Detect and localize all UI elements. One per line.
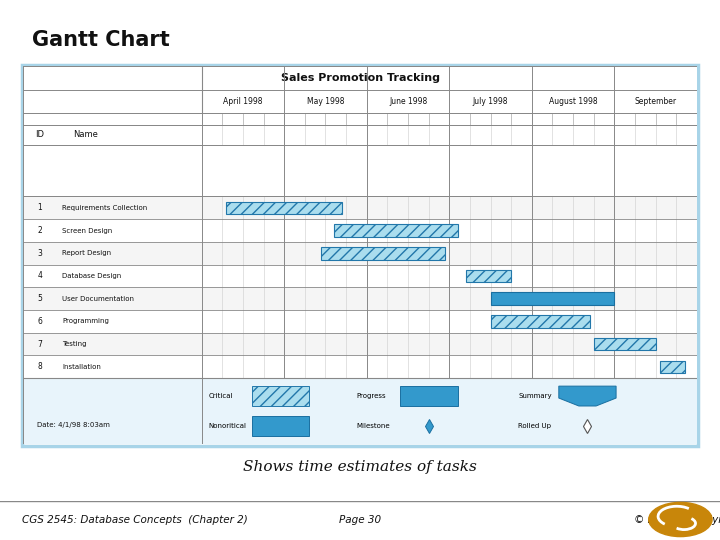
Text: Milestone: Milestone [356, 423, 390, 429]
Text: ID: ID [35, 131, 45, 139]
Text: 6: 6 [37, 317, 42, 326]
Text: Sales Promotion Tracking: Sales Promotion Tracking [281, 73, 439, 83]
Text: Installation: Installation [63, 364, 102, 370]
Text: Name: Name [73, 131, 98, 139]
Text: Screen Design: Screen Design [63, 227, 112, 233]
Text: Summary: Summary [518, 393, 552, 399]
Text: 8: 8 [37, 362, 42, 372]
Bar [252, 386, 310, 406]
Text: Page 30: Page 30 [339, 515, 381, 525]
Text: © Mark Liewellyn: © Mark Liewellyn [634, 515, 720, 525]
Text: Nonoritical: Nonoritical [208, 423, 246, 429]
Text: Requirements Collection: Requirements Collection [63, 205, 148, 211]
Bar [23, 310, 697, 333]
Bar [490, 293, 614, 305]
Bar [23, 265, 697, 287]
Text: 5: 5 [37, 294, 42, 303]
Bar [23, 219, 697, 242]
Text: Progress: Progress [356, 393, 386, 399]
Text: Shows time estimates of tasks: Shows time estimates of tasks [243, 460, 477, 474]
Bar [23, 333, 697, 355]
Text: Programming: Programming [63, 319, 109, 325]
Bar [23, 355, 697, 378]
Bar [23, 113, 697, 125]
Text: September: September [634, 97, 677, 106]
Bar [23, 91, 697, 113]
Ellipse shape [649, 502, 712, 537]
Text: 1: 1 [37, 204, 42, 212]
Text: CGS 2545: Database Concepts  (Chapter 2): CGS 2545: Database Concepts (Chapter 2) [22, 515, 248, 525]
Bar [594, 338, 656, 350]
Text: 3: 3 [37, 249, 42, 258]
Text: Rolled Up: Rolled Up [518, 423, 552, 429]
Text: User Documentation: User Documentation [63, 296, 135, 302]
Bar [23, 378, 697, 444]
Text: May 1998: May 1998 [307, 97, 344, 106]
Bar [23, 145, 697, 197]
Bar [490, 315, 590, 328]
Bar [226, 201, 342, 214]
Text: 2: 2 [37, 226, 42, 235]
Bar [660, 361, 685, 373]
Bar [23, 242, 697, 265]
Bar [23, 197, 697, 219]
Text: Database Design: Database Design [63, 273, 122, 279]
Text: August 1998: August 1998 [549, 97, 598, 106]
Bar [321, 247, 445, 260]
Bar [252, 416, 310, 436]
Text: Testing: Testing [63, 341, 87, 347]
Bar [23, 287, 697, 310]
Text: 7: 7 [37, 340, 42, 349]
Polygon shape [559, 386, 616, 406]
Bar [400, 386, 458, 406]
Text: Critical: Critical [208, 393, 233, 399]
Bar [333, 224, 457, 237]
Bar [466, 269, 511, 282]
Text: Gantt Chart: Gantt Chart [32, 30, 170, 50]
Text: Date: 4/1/98 8:03am: Date: 4/1/98 8:03am [37, 422, 109, 428]
Text: Report Design: Report Design [63, 250, 112, 256]
Text: July 1998: July 1998 [473, 97, 508, 106]
Bar [23, 125, 697, 145]
Text: April 1998: April 1998 [223, 97, 263, 106]
Text: 4: 4 [37, 272, 42, 280]
Bar [23, 66, 697, 91]
Text: June 1998: June 1998 [389, 97, 427, 106]
